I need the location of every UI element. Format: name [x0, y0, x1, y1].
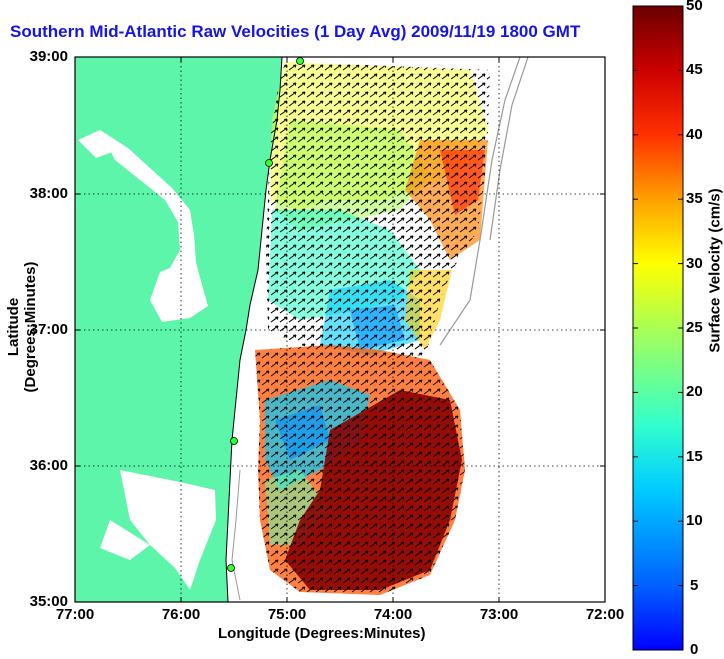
colorbar	[632, 5, 684, 651]
y-axis-label: Latitude (Degrees:Minutes)	[5, 261, 39, 393]
colorbar-tick-label: 5	[690, 577, 699, 594]
colorbar-tick-label: 10	[686, 512, 703, 529]
y-tick-label: 38:00	[29, 185, 68, 202]
y-tick-label: 36:00	[29, 457, 68, 474]
x-tick-label: 75:00	[267, 606, 307, 623]
colorbar-tick-label: 0	[690, 641, 699, 658]
colorbar-ticks	[633, 69, 683, 587]
depth-contour	[439, 57, 521, 346]
x-tick-label: 76:00	[161, 606, 201, 623]
station-marker	[296, 57, 304, 65]
colorbar-tick-label: 40	[686, 126, 703, 143]
plot-title: Southern Mid-Atlantic Raw Velocities (1 …	[10, 22, 581, 41]
x-tick-label: 77:00	[55, 606, 95, 623]
colorbar-tick-label: 50	[686, 0, 703, 14]
sound-south	[120, 470, 216, 590]
bay-inlet-1	[78, 130, 118, 158]
colorbar-tick-label: 20	[686, 383, 703, 400]
axis-ticks	[75, 57, 605, 602]
colorbar-tick-label: 35	[686, 190, 703, 207]
map-grid	[75, 57, 605, 602]
x-tick-label: 74:00	[373, 606, 413, 623]
station-marker	[227, 564, 235, 572]
y-tick-label: 35:00	[29, 593, 68, 610]
sound-inlet	[100, 520, 150, 560]
y-tick-label: 39:00	[29, 48, 68, 65]
colorbar-tick-label: 45	[686, 61, 703, 78]
radar-stations	[227, 57, 304, 572]
station-marker	[230, 437, 238, 445]
colorbar-tick-label: 30	[686, 255, 703, 272]
colorbar-label: Surface Velocity (cm/s)	[706, 188, 724, 353]
station-marker	[265, 159, 273, 167]
colorbar-tick-label: 15	[686, 448, 703, 465]
x-tick-label: 73:00	[479, 606, 519, 623]
colorbar-tick-label: 25	[686, 319, 703, 336]
y-tick-label: 37:00	[29, 321, 68, 338]
x-axis-label: Longitude (Degrees:Minutes)	[218, 625, 426, 642]
x-tick-label: 72:00	[585, 606, 625, 623]
